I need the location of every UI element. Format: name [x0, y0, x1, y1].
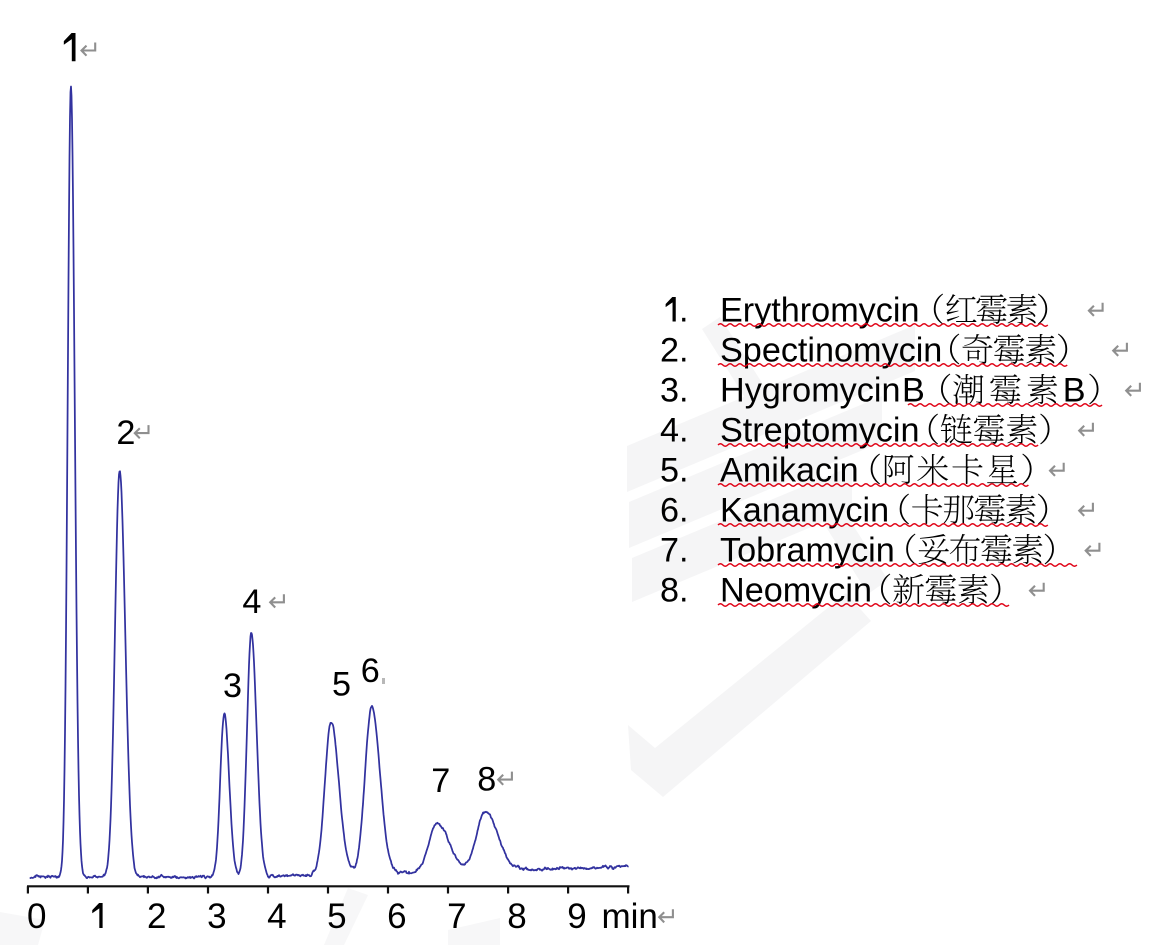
svg-text:3.: 3.: [660, 372, 689, 410]
svg-text:6: 6: [361, 652, 380, 690]
svg-text:7: 7: [431, 762, 450, 800]
svg-text:.: .: [679, 292, 689, 330]
svg-text:Amikacin: Amikacin: [720, 452, 859, 490]
svg-text:9: 9: [567, 897, 586, 936]
svg-text:B: B: [1063, 372, 1086, 410]
svg-text:6: 6: [387, 897, 406, 936]
svg-text:4: 4: [242, 583, 261, 621]
svg-text:8: 8: [477, 760, 496, 798]
svg-text:Kanamycin: Kanamycin: [720, 492, 889, 530]
svg-text:5: 5: [327, 897, 346, 936]
svg-text:B: B: [902, 372, 925, 410]
svg-text:min: min: [602, 897, 658, 936]
svg-text:Spectinomycin: Spectinomycin: [720, 332, 942, 370]
svg-text:0: 0: [27, 897, 46, 936]
svg-text:5: 5: [332, 666, 351, 704]
svg-text:7: 7: [447, 897, 466, 936]
svg-text:2: 2: [147, 897, 166, 936]
svg-text:Streptomycin: Streptomycin: [720, 412, 920, 450]
svg-text:6.: 6.: [660, 492, 689, 530]
svg-text:4: 4: [267, 897, 286, 936]
svg-text:3: 3: [207, 897, 226, 936]
svg-text:4.: 4.: [660, 412, 689, 450]
svg-text:3: 3: [223, 667, 242, 705]
svg-text:Erythromycin: Erythromycin: [720, 292, 919, 330]
svg-text:2: 2: [116, 414, 135, 452]
svg-text:5.: 5.: [660, 452, 689, 490]
svg-text:8.: 8.: [660, 572, 689, 610]
svg-text:7.: 7.: [660, 532, 689, 570]
svg-text:Hygromycin: Hygromycin: [720, 372, 900, 410]
svg-text:8: 8: [507, 897, 526, 936]
svg-text:2.: 2.: [660, 332, 689, 370]
